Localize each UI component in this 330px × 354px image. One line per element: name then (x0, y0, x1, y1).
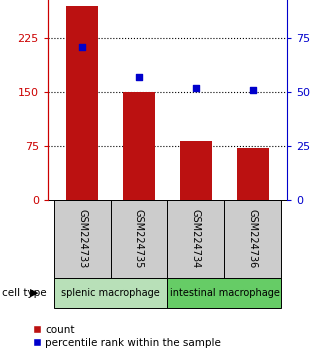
Bar (167, 278, 281, 308)
Bar (237, 148, 269, 200)
Text: splenic macrophage: splenic macrophage (61, 288, 160, 298)
Bar (53, 200, 111, 278)
Bar (111, 200, 167, 278)
Text: GSM224733: GSM224733 (77, 209, 87, 269)
Bar (180, 141, 212, 200)
Legend: count, percentile rank within the sample: count, percentile rank within the sample (32, 324, 222, 349)
Bar (123, 92, 155, 200)
Point (193, 85, 199, 91)
Text: GSM224736: GSM224736 (248, 209, 258, 269)
Text: GSM224735: GSM224735 (134, 209, 144, 269)
Point (250, 87, 255, 93)
Text: cell type: cell type (2, 288, 49, 298)
Point (80, 44, 85, 50)
Text: GSM224734: GSM224734 (191, 209, 201, 269)
Bar (224, 200, 281, 278)
Bar (66, 6, 98, 200)
Text: intestinal macrophage: intestinal macrophage (170, 288, 280, 298)
Bar (167, 200, 224, 278)
Point (136, 74, 142, 80)
Bar (53, 278, 167, 308)
Text: ▶: ▶ (30, 288, 39, 298)
